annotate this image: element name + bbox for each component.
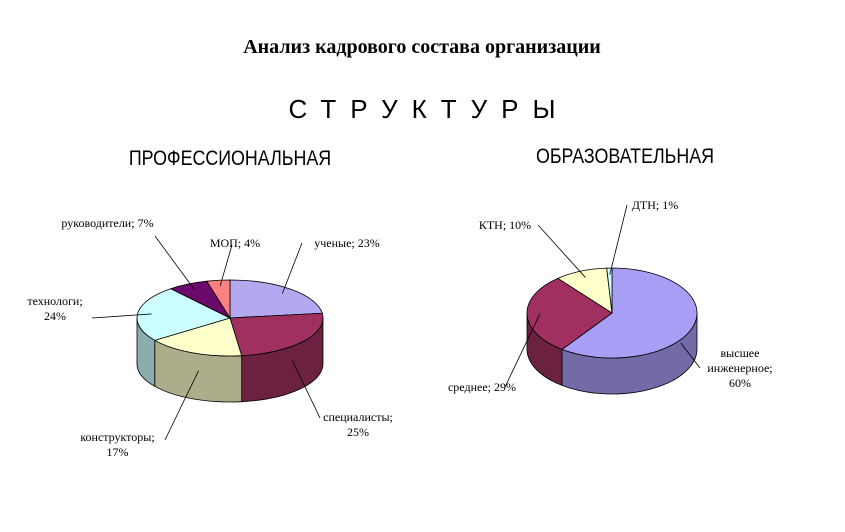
label-category: технологи; [27,294,83,308]
leader-line [504,314,541,388]
leader-line [219,244,233,287]
label-category: КТН; [478,218,507,232]
label-value: 4% [244,236,261,250]
label-category: МОП; [209,236,242,250]
label-value: 60% [729,376,751,390]
pie-slice [229,312,324,357]
pie-slice [229,279,323,319]
data-label: конструкторы; 17% [70,430,165,460]
label-value: 29% [494,380,516,394]
label-value: 7% [137,216,154,230]
label-value: 23% [357,236,380,250]
leader-line [680,342,701,369]
label-category: специалисты; [323,410,393,424]
pie-slice [606,267,613,314]
chart-subtitle: ПРОФЕССИОНАЛЬНАЯ [129,147,331,171]
pie-slice [153,317,243,357]
pie-slice [136,288,232,341]
label-value: 25% [347,425,369,439]
leader-line [154,235,195,290]
heading: СТРУКТУРЫ [289,94,570,124]
label-value: 24% [44,309,66,323]
label-category: ученые; [314,236,355,250]
data-label: руководители; 7% [60,216,155,231]
leader-line [164,370,199,441]
label-category: конструкторы; [80,430,155,444]
data-label: высшее инженерное; 60% [700,346,780,391]
data-label: специалисты; 25% [318,410,398,440]
data-label: МОП; 4% [205,236,265,251]
data-label: ученые; 23% [302,236,392,251]
page-title: Анализ кадрового состава организации [243,36,601,58]
pie-slice [561,267,698,359]
leader-line [537,224,586,278]
leader-line [292,360,321,419]
label-category: ДТН; [631,198,660,212]
label-value: 17% [106,445,129,459]
data-label: среднее; 29% [432,380,532,395]
data-label: ДТН; 1% [625,198,685,213]
label-value: 10% [509,218,532,232]
data-label: КТН; 10% [470,218,540,233]
pie-slice [526,277,613,350]
leader-line [91,313,152,319]
leader-line [609,204,628,275]
pie-slice [206,279,231,320]
label-category: высшее инженерное; [707,346,773,375]
data-label: технологи; 24% [20,294,90,324]
leader-line [281,242,303,294]
label-value: 1% [662,198,679,212]
chart-subtitle: ОБРАЗОВАТЕЛЬНАЯ [536,145,714,169]
label-category: руководители; [61,216,135,230]
label-category: среднее; [447,380,491,394]
